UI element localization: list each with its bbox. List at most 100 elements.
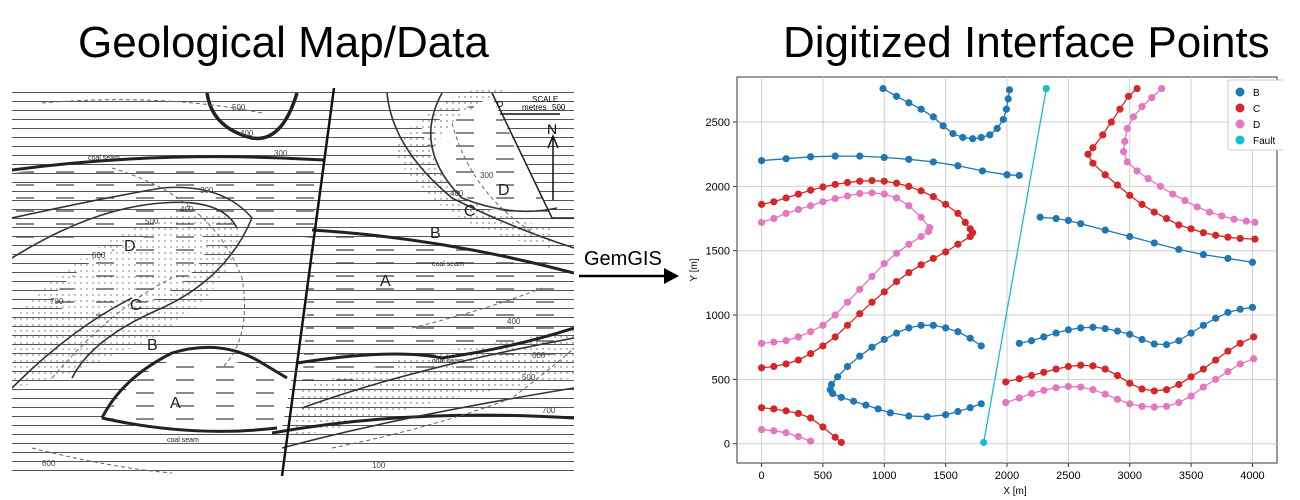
arrow-label: GemGIS <box>584 248 662 270</box>
point-d <box>924 227 933 235</box>
point-c <box>1250 333 1258 341</box>
contour-label-1: 500 <box>232 103 246 112</box>
point-c <box>807 350 815 358</box>
contour-label-14: 300 <box>480 171 494 180</box>
gemgis-arrow: GemGIS <box>576 245 686 290</box>
left-title: Geological Map/Data <box>78 18 489 67</box>
point-d <box>831 194 839 203</box>
point-b <box>1199 250 1207 259</box>
point-d <box>807 328 815 336</box>
point-b <box>986 131 994 139</box>
point-c <box>1251 235 1259 243</box>
legend-label-c: C <box>1253 104 1260 115</box>
y-tick-label: 2000 <box>706 181 730 193</box>
point-c <box>1099 131 1107 139</box>
point-b <box>1162 341 1171 349</box>
point-b <box>1003 171 1011 179</box>
point-c <box>1162 214 1171 223</box>
unit-label-d-right: D <box>498 182 510 199</box>
point-b <box>886 409 895 417</box>
point-b <box>977 342 985 350</box>
contour-label-3: 300 <box>274 149 288 158</box>
unit-b-lower-band <box>292 328 574 438</box>
contour-label-13: 100 <box>372 461 386 470</box>
unit-a-area <box>12 159 322 248</box>
point-b <box>917 321 925 329</box>
point-b <box>831 152 839 160</box>
point-c <box>1138 200 1146 208</box>
point-c <box>917 261 925 269</box>
point-d <box>757 218 766 226</box>
geological-map: SCALE metres 500 N A B C D A B C D coal … <box>12 88 574 476</box>
point-c <box>1199 229 1207 237</box>
point-b <box>1005 86 1014 94</box>
point-c <box>1040 368 1048 376</box>
point-b <box>954 407 962 416</box>
point-c <box>794 409 802 418</box>
point-b <box>892 329 901 337</box>
x-ticks: 0 500 1000 1500 2000 2500 3000 3500 4000 <box>758 463 1265 482</box>
point-d <box>770 338 778 346</box>
point-d <box>1113 395 1122 403</box>
point-b <box>880 335 888 344</box>
unit-boundary-1 <box>12 186 253 379</box>
point-d <box>1224 368 1232 376</box>
unit-boundary-2 <box>12 201 238 259</box>
point-c <box>1224 233 1232 241</box>
y-tick-label: 1500 <box>706 246 730 258</box>
point-d <box>1158 84 1166 93</box>
y-tick-label: 0 <box>724 439 730 451</box>
point-b <box>1175 245 1183 254</box>
point-c <box>1084 150 1092 158</box>
unit-a-lower-hatch <box>102 356 292 432</box>
point-c <box>831 433 839 441</box>
point-c <box>1126 191 1134 199</box>
point-c <box>1224 347 1232 355</box>
point-d <box>917 232 925 241</box>
contour-label-11: 600 <box>532 351 546 360</box>
point-d <box>770 427 778 435</box>
point-d <box>794 433 802 441</box>
scale-origin-marker <box>497 101 503 107</box>
x-tick-label: 2000 <box>995 470 1019 482</box>
arrow-icon <box>579 268 679 284</box>
x-tick-label: 1500 <box>933 470 957 482</box>
unit-c-right-band <box>392 88 552 248</box>
point-d <box>1064 382 1072 391</box>
point-b <box>1126 232 1134 241</box>
point-b <box>879 84 887 93</box>
point-b <box>954 162 962 170</box>
point-c <box>1199 365 1207 373</box>
contour-label-6: 400 <box>180 205 194 214</box>
contour-label-2: 400 <box>240 129 254 138</box>
point-d <box>794 333 802 341</box>
point-d <box>1162 402 1171 410</box>
point-b <box>1150 239 1158 247</box>
point-c <box>782 194 790 202</box>
point-b <box>1036 213 1044 221</box>
point-d <box>880 190 888 198</box>
point-c <box>1064 362 1072 371</box>
contour-label-5: 500 <box>145 217 159 226</box>
point-c <box>1089 144 1097 152</box>
legend-marker-c <box>1235 103 1245 113</box>
point-d <box>1199 383 1207 391</box>
point-b <box>862 401 870 409</box>
point-b <box>757 157 766 165</box>
point-c <box>966 232 974 241</box>
point-b <box>1126 330 1134 338</box>
legend: BCD Fault <box>1227 79 1283 151</box>
point-b <box>942 411 950 419</box>
legend-label-b: B <box>1253 88 1260 99</box>
unit-label-d: D <box>124 238 136 255</box>
y-ticks: 0 500 1000 1500 2000 2500 <box>706 117 737 451</box>
y-tick-label: 2500 <box>706 117 730 129</box>
point-b <box>1175 337 1183 345</box>
point-d <box>856 285 864 293</box>
x-tick-label: 0 <box>758 470 764 482</box>
point-b <box>977 133 985 142</box>
scale-unit: metres <box>522 103 546 112</box>
point-b <box>977 400 985 408</box>
contour-label-16: 600 <box>42 459 56 468</box>
point-c <box>794 190 802 198</box>
